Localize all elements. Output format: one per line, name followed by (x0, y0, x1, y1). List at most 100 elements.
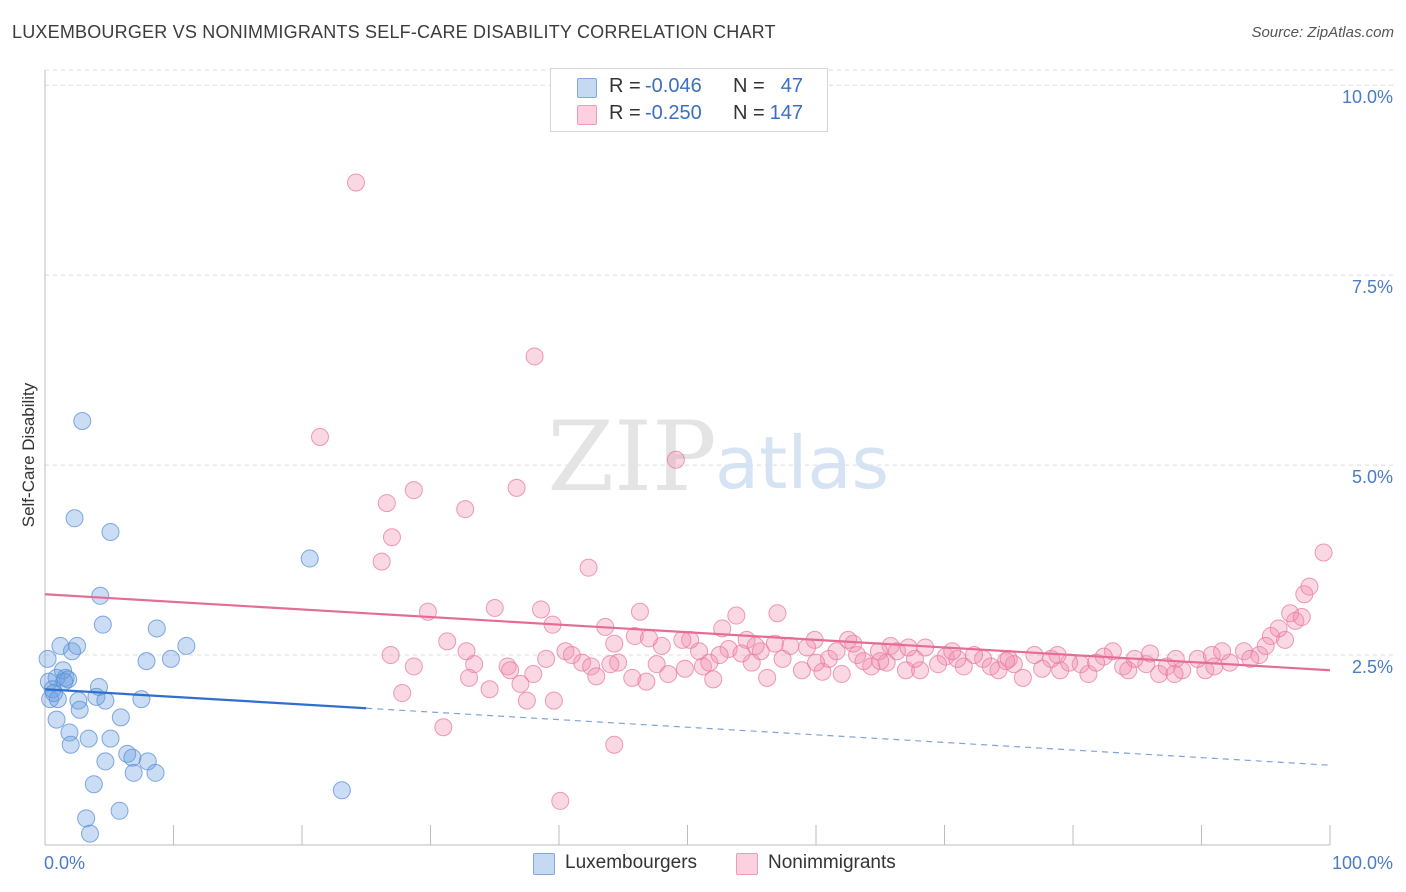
data-point (1013, 668, 1032, 687)
watermark-atlas: atlas (715, 421, 889, 505)
y-tick-label: 10.0% (1342, 87, 1393, 107)
data-point (623, 668, 642, 687)
data-point (460, 668, 479, 687)
legend-swatch-nonimmigrants (577, 105, 597, 125)
data-point (44, 684, 63, 703)
data-point (524, 665, 543, 684)
data-point (123, 748, 142, 767)
data-point (146, 763, 165, 782)
data-point (839, 630, 858, 649)
data-point (372, 552, 391, 571)
data-point (1241, 649, 1260, 668)
data-point (101, 729, 120, 748)
data-point (124, 763, 143, 782)
data-point (605, 735, 624, 754)
data-point (659, 665, 678, 684)
data-point (65, 509, 84, 528)
data-point (792, 661, 811, 680)
chart-title: LUXEMBOURGER VS NONIMMIGRANTS SELF-CARE … (12, 22, 776, 42)
data-point (53, 661, 72, 680)
data-point (710, 646, 729, 665)
data-point (404, 481, 423, 500)
y-axis-title: Self-Care Disability (19, 382, 38, 527)
data-point (1165, 665, 1184, 684)
legend-swatch-luxembourgers (577, 78, 597, 98)
legend-r-value: -0.250 (645, 102, 702, 124)
data-point (562, 646, 581, 665)
x-tick-label: 100.0% (1332, 853, 1393, 873)
data-point (507, 478, 526, 497)
data-point (38, 649, 57, 668)
data-point (573, 653, 592, 672)
data-point (332, 781, 351, 800)
data-point (537, 649, 556, 668)
data-point (773, 649, 792, 668)
legend-n-value: 47 (780, 75, 803, 97)
data-point (551, 791, 570, 810)
data-point (1292, 608, 1311, 627)
data-point (61, 735, 80, 754)
data-point (605, 634, 624, 653)
data-point (1250, 646, 1269, 665)
data-point (732, 644, 751, 663)
data-point (832, 665, 851, 684)
data-point (1300, 577, 1319, 596)
axes (44, 70, 1331, 846)
legend-r-value: -0.046 (645, 75, 702, 97)
data-point (382, 528, 401, 547)
data-point (79, 729, 98, 748)
data-point (1213, 642, 1232, 661)
data-point (111, 708, 130, 727)
data-point (434, 718, 453, 737)
y-tick-label: 5.0% (1352, 467, 1393, 487)
watermark: ZIP atlas (547, 401, 889, 513)
data-point (1166, 649, 1185, 668)
data-point (525, 347, 544, 366)
data-point (1314, 543, 1333, 562)
data-point (647, 655, 666, 674)
data-point (639, 629, 658, 648)
data-point (1150, 665, 1169, 684)
data-point (911, 661, 930, 680)
data-point (532, 600, 551, 619)
legend-n-value: 147 (769, 102, 803, 124)
tick-labels: 2.5% 5.0% 7.5% 10.0% 0.0% 100.0% (44, 87, 1393, 873)
data-point (954, 657, 973, 676)
data-point (501, 661, 520, 680)
data-point (905, 649, 924, 668)
stats-legend: R = -0.046 N = 47 R = -0.250 N = 147 (550, 68, 828, 132)
trend-line-nonimmigrants (44, 593, 1331, 672)
data-point (582, 657, 601, 676)
data-point (47, 710, 66, 729)
data-point (110, 801, 129, 820)
data-point (93, 615, 112, 634)
data-point (579, 558, 598, 577)
data-point (161, 649, 180, 668)
data-point (73, 412, 92, 431)
legend-r-label: R = (609, 75, 641, 97)
data-point (1025, 646, 1044, 665)
data-point (1256, 636, 1275, 655)
data-point (80, 824, 99, 843)
data-point (137, 652, 156, 671)
data-point (68, 636, 87, 655)
series-luxembourgers (38, 412, 351, 843)
x-tick-label: 0.0% (44, 853, 85, 873)
data-point (768, 604, 787, 623)
data-point (438, 632, 457, 651)
data-point (943, 642, 962, 661)
data-point (101, 522, 120, 541)
data-point (630, 602, 649, 621)
data-point (1269, 619, 1288, 638)
data-point (601, 655, 620, 674)
data-point (96, 752, 115, 771)
data-point (480, 680, 499, 699)
data-point (1033, 659, 1052, 678)
data-point (746, 636, 765, 655)
bottom-legend-label: Luxembourgers (565, 852, 698, 873)
data-point (346, 173, 365, 192)
data-point (899, 638, 918, 657)
trend-lines (44, 593, 1331, 766)
data-point (77, 809, 96, 828)
data-point (765, 634, 784, 653)
